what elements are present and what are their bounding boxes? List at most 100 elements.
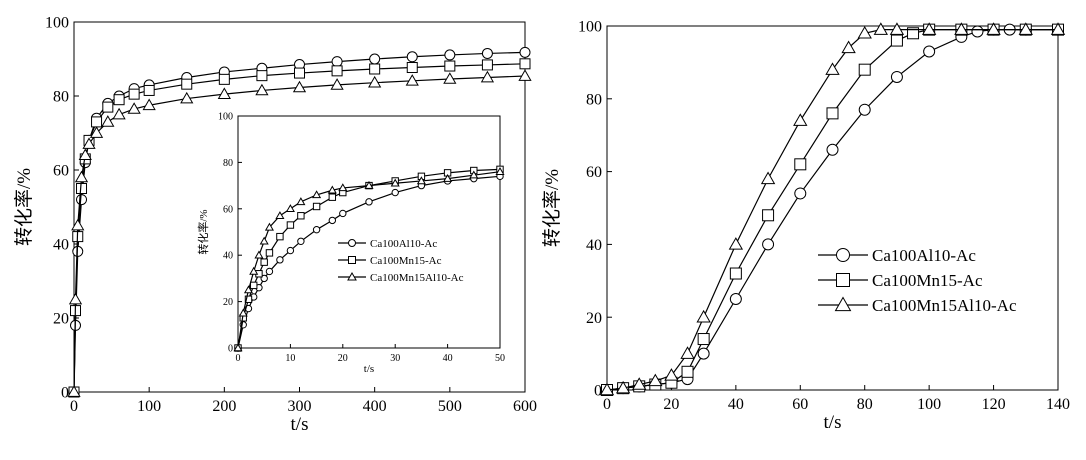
data-point: [71, 218, 85, 231]
x-tick-label: 0: [603, 396, 611, 413]
data-point: [519, 58, 531, 70]
x-axis-label: t/s: [291, 414, 309, 435]
data-point: [469, 170, 479, 179]
data-point: [128, 88, 140, 100]
data-point: [297, 237, 305, 245]
y-tick-label: 20: [53, 311, 69, 328]
data-point: [296, 197, 306, 206]
data-point: [180, 91, 194, 104]
data-point: [181, 78, 193, 90]
data-point: [760, 171, 776, 185]
data-point: [443, 72, 457, 84]
y-tick-label: 80: [223, 158, 233, 169]
x-tick-label: 80: [857, 396, 873, 413]
x-tick-label: 30: [390, 353, 400, 364]
data-point: [259, 236, 269, 245]
legend-marker: [348, 239, 356, 247]
data-point: [825, 62, 840, 75]
data-point: [444, 60, 456, 72]
data-point: [857, 25, 872, 39]
y-tick-label: 80: [586, 91, 602, 108]
data-point: [249, 266, 259, 275]
data-point: [275, 211, 285, 220]
data-point: [495, 166, 505, 175]
x-tick-label: 100: [137, 398, 161, 415]
data-point: [339, 209, 347, 218]
data-point: [68, 292, 83, 305]
data-point: [648, 373, 663, 387]
data-point: [312, 190, 322, 199]
data-point: [986, 22, 1001, 35]
series-2: [233, 166, 505, 352]
data-point: [102, 101, 114, 113]
data-point: [481, 59, 493, 71]
data-point: [971, 25, 984, 38]
data-point: [112, 107, 126, 120]
legend-label: Ca100Mn15Al10-Ac: [370, 272, 464, 284]
data-point: [890, 70, 903, 83]
y-tick-label: 40: [223, 251, 233, 262]
data-point: [599, 382, 615, 396]
data-point: [127, 102, 141, 114]
data-point: [1018, 22, 1033, 35]
x-axis-label: t/s: [824, 412, 842, 433]
series-2: [599, 22, 1066, 396]
data-point: [873, 22, 889, 35]
data-point: [444, 49, 456, 61]
data-point: [890, 34, 903, 47]
data-point: [369, 63, 381, 75]
x-tick-label: 20: [338, 353, 348, 364]
data-point: [297, 212, 305, 220]
x-tick-label: 400: [363, 398, 387, 415]
data-point: [101, 115, 115, 127]
y-tick-label: 100: [578, 19, 602, 36]
plot-frame: [237, 115, 501, 349]
x-tick-label: 140: [1046, 396, 1070, 413]
data-point: [858, 103, 871, 116]
y-tick-label: 80: [53, 89, 69, 106]
data-point: [907, 27, 920, 40]
data-point: [260, 258, 268, 266]
data-point: [954, 22, 969, 35]
y-tick-label: 40: [586, 237, 602, 254]
panel-inset: 0 10 20 30 40 50 0 20 40 60 80 100 t/s 转化率/% Ca100Al10…: [196, 112, 505, 376]
data-point: [480, 70, 495, 83]
series-0: [601, 23, 1064, 396]
legend: Ca100Al10-Ac Ca100Mn15-Ac Ca100Mn15Al10-Ac: [818, 246, 1017, 315]
data-point: [285, 204, 295, 213]
data-point: [481, 47, 493, 59]
data-point: [858, 63, 871, 76]
data-point: [365, 198, 373, 206]
data-point: [265, 249, 274, 257]
y-axis-label: 转化率/%: [541, 169, 563, 247]
data-point: [143, 84, 155, 96]
x-tick-label: 60: [792, 396, 808, 413]
legend-marker: [347, 271, 357, 281]
data-point: [217, 87, 231, 99]
data-point: [328, 193, 337, 201]
data-point: [697, 347, 710, 360]
legend-marker: [836, 248, 850, 262]
data-point: [67, 385, 81, 397]
x-tick-label: 500: [438, 398, 462, 415]
series-2: [67, 69, 532, 397]
data-point: [406, 51, 418, 63]
y-tick-label: 60: [586, 164, 602, 181]
data-point: [390, 178, 400, 187]
data-point: [729, 267, 742, 280]
data-point: [632, 377, 647, 390]
data-point: [82, 137, 96, 149]
data-point: [826, 107, 839, 120]
data-point: [664, 368, 679, 381]
data-point: [243, 285, 254, 294]
y-tick-label: 60: [223, 204, 233, 215]
y-tick-label: 0: [228, 344, 233, 355]
legend-marker: [348, 256, 356, 264]
panel-right: 0 20 40 60 80 100 120 140 0 20 40 60 80 100 t/s 转化率/% Ca…: [541, 19, 1070, 433]
data-point: [696, 309, 711, 323]
x-tick-label: 120: [982, 396, 1006, 413]
data-point: [793, 113, 808, 126]
